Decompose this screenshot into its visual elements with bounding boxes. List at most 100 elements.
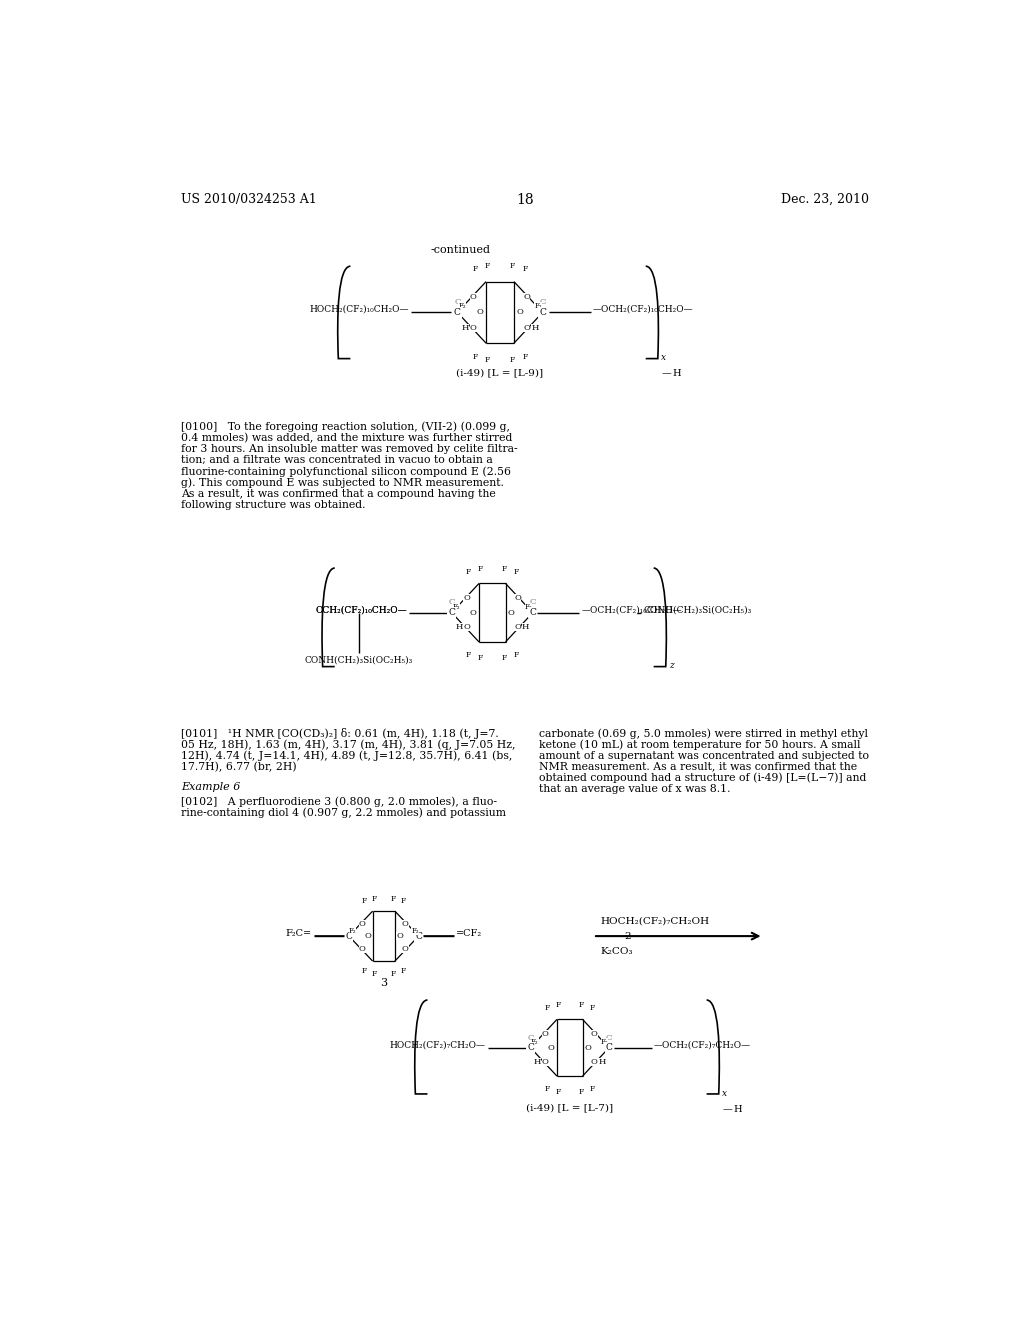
Text: O: O <box>585 1044 592 1052</box>
Text: C: C <box>454 308 461 317</box>
Text: O: O <box>464 623 470 631</box>
Text: carbonate (0.69 g, 5.0 mmoles) were stirred in methyl ethyl: carbonate (0.69 g, 5.0 mmoles) were stir… <box>539 729 867 739</box>
Text: F₂: F₂ <box>535 302 542 310</box>
Text: H: H <box>531 323 539 331</box>
Text: x: x <box>722 1089 727 1098</box>
Text: C: C <box>527 1034 534 1041</box>
Text: C: C <box>455 297 461 306</box>
Text: US 2010/0324253 A1: US 2010/0324253 A1 <box>180 193 316 206</box>
Text: for 3 hours. An insoluble matter was removed by celite filtra-: for 3 hours. An insoluble matter was rem… <box>180 444 517 454</box>
Text: (i-49) [L = [L-9)]: (i-49) [L = [L-9)] <box>457 368 544 378</box>
Text: O: O <box>514 594 521 602</box>
Text: O: O <box>514 623 521 631</box>
Text: H: H <box>456 623 463 631</box>
Text: F: F <box>372 970 377 978</box>
Text: O: O <box>548 1044 555 1052</box>
Text: O: O <box>470 609 476 616</box>
Text: z: z <box>669 661 674 671</box>
Text: F: F <box>485 356 490 364</box>
Text: H: H <box>521 623 529 631</box>
Text: O: O <box>365 932 371 940</box>
Text: =CF₂: =CF₂ <box>456 928 482 937</box>
Text: F: F <box>556 1002 561 1010</box>
Text: F: F <box>391 895 396 903</box>
Text: C: C <box>345 932 352 941</box>
Text: C: C <box>606 1034 612 1041</box>
Text: NMR measurement. As a result, it was confirmed that the: NMR measurement. As a result, it was con… <box>539 762 857 772</box>
Text: F: F <box>502 565 507 573</box>
Text: that an average value of x was 8.1.: that an average value of x was 8.1. <box>539 784 730 795</box>
Text: F: F <box>372 895 377 903</box>
Text: F: F <box>510 356 515 364</box>
Text: O: O <box>542 1057 549 1067</box>
Text: HOCH₂(CF₂)₇CH₂OH: HOCH₂(CF₂)₇CH₂OH <box>601 916 710 925</box>
Text: O: O <box>358 920 366 928</box>
Text: H: H <box>534 1057 542 1067</box>
Text: As a result, it was confirmed that a compound having the: As a result, it was confirmed that a com… <box>180 488 496 499</box>
Text: [0101]   ¹H NMR [CO(CD₃)₂] δ: 0.61 (m, 4H), 1.18 (t, J=7.: [0101] ¹H NMR [CO(CD₃)₂] δ: 0.61 (m, 4H)… <box>180 729 499 739</box>
Text: H: H <box>733 1105 741 1114</box>
Text: F: F <box>361 898 367 906</box>
Text: following structure was obtained.: following structure was obtained. <box>180 500 366 510</box>
Text: obtained compound had a structure of (i-49) [L=(L−7)] and: obtained compound had a structure of (i-… <box>539 774 866 784</box>
Text: [0100]   To the foregoing reaction solution, (VII-2) (0.099 g,: [0100] To the foregoing reaction solutio… <box>180 422 510 433</box>
Text: F₂: F₂ <box>348 927 356 936</box>
Text: OCH₂(CF₂)₁₀CH₂O—: OCH₂(CF₂)₁₀CH₂O— <box>315 605 407 614</box>
Text: F₂: F₂ <box>531 1038 539 1045</box>
Text: F: F <box>472 265 478 273</box>
Text: —: — <box>662 370 671 379</box>
Text: ketone (10 mL) at room temperature for 50 hours. A small: ketone (10 mL) at room temperature for 5… <box>539 739 860 750</box>
Text: C: C <box>540 297 546 306</box>
Text: F₂: F₂ <box>524 603 532 611</box>
Text: —OCH₂(CF₂)₇CH₂O—: —OCH₂(CF₂)₇CH₂O— <box>654 1040 751 1049</box>
Text: CONH(CH₂)₃Si(OC₂H₅)₃: CONH(CH₂)₃Si(OC₂H₅)₃ <box>304 655 413 664</box>
Text: O: O <box>523 293 530 301</box>
Text: 0.4 mmoles) was added, and the mixture was further stirred: 0.4 mmoles) was added, and the mixture w… <box>180 433 512 444</box>
Text: C: C <box>449 609 456 618</box>
Text: O: O <box>401 945 409 953</box>
Text: O: O <box>523 323 530 331</box>
Text: F: F <box>466 568 471 576</box>
Text: C: C <box>529 598 536 606</box>
Text: C: C <box>540 308 546 317</box>
Text: rine-containing diol 4 (0.907 g, 2.2 mmoles) and potassium: rine-containing diol 4 (0.907 g, 2.2 mmo… <box>180 807 506 817</box>
Text: F: F <box>485 263 490 271</box>
Text: F: F <box>400 968 406 975</box>
Text: tion; and a filtrate was concentrated in vacuo to obtain a: tion; and a filtrate was concentrated in… <box>180 455 493 465</box>
Text: F: F <box>361 968 367 975</box>
Text: F: F <box>513 651 518 659</box>
Text: F: F <box>478 565 483 573</box>
Text: O: O <box>470 293 477 301</box>
Text: [0102]   A perfluorodiene 3 (0.800 g, 2.0 mmoles), a fluo-: [0102] A perfluorodiene 3 (0.800 g, 2.0 … <box>180 796 497 807</box>
Text: C: C <box>540 297 546 306</box>
Text: C: C <box>529 609 537 618</box>
Text: F: F <box>466 651 471 659</box>
Text: amount of a supernatant was concentrated and subjected to: amount of a supernatant was concentrated… <box>539 751 868 760</box>
Text: g). This compound E was subjected to NMR measurement.: g). This compound E was subjected to NMR… <box>180 478 504 488</box>
Text: F: F <box>391 970 396 978</box>
Text: C: C <box>449 598 455 606</box>
Text: 18: 18 <box>516 193 534 207</box>
Text: F: F <box>590 1085 595 1093</box>
Text: H: H <box>672 370 681 379</box>
Text: OCH₂(CF₂)₁₀CH₂O—: OCH₂(CF₂)₁₀CH₂O— <box>315 605 407 614</box>
Text: F: F <box>579 1088 584 1096</box>
Text: F: F <box>579 1002 584 1010</box>
Text: F: F <box>590 1005 595 1012</box>
Text: O: O <box>517 309 523 317</box>
Text: F: F <box>478 653 483 663</box>
Text: HOCH₂(CF₂)₇CH₂O—: HOCH₂(CF₂)₇CH₂O— <box>389 1040 485 1049</box>
Text: F: F <box>545 1085 550 1093</box>
Text: (i-49) [L = [L-7)]: (i-49) [L = [L-7)] <box>526 1104 613 1113</box>
Text: x: x <box>662 354 667 363</box>
Text: Dec. 23, 2010: Dec. 23, 2010 <box>781 193 869 206</box>
Text: O: O <box>542 1030 549 1038</box>
Text: F: F <box>472 352 478 362</box>
Text: HOCH₂(CF₂)₁₀CH₂O—: HOCH₂(CF₂)₁₀CH₂O— <box>310 304 410 313</box>
Text: O: O <box>470 323 477 331</box>
Text: 2: 2 <box>624 932 631 941</box>
Text: F: F <box>545 1005 550 1012</box>
Text: F: F <box>556 1088 561 1096</box>
Text: K₂CO₃: K₂CO₃ <box>601 946 633 956</box>
Text: O: O <box>591 1057 598 1067</box>
